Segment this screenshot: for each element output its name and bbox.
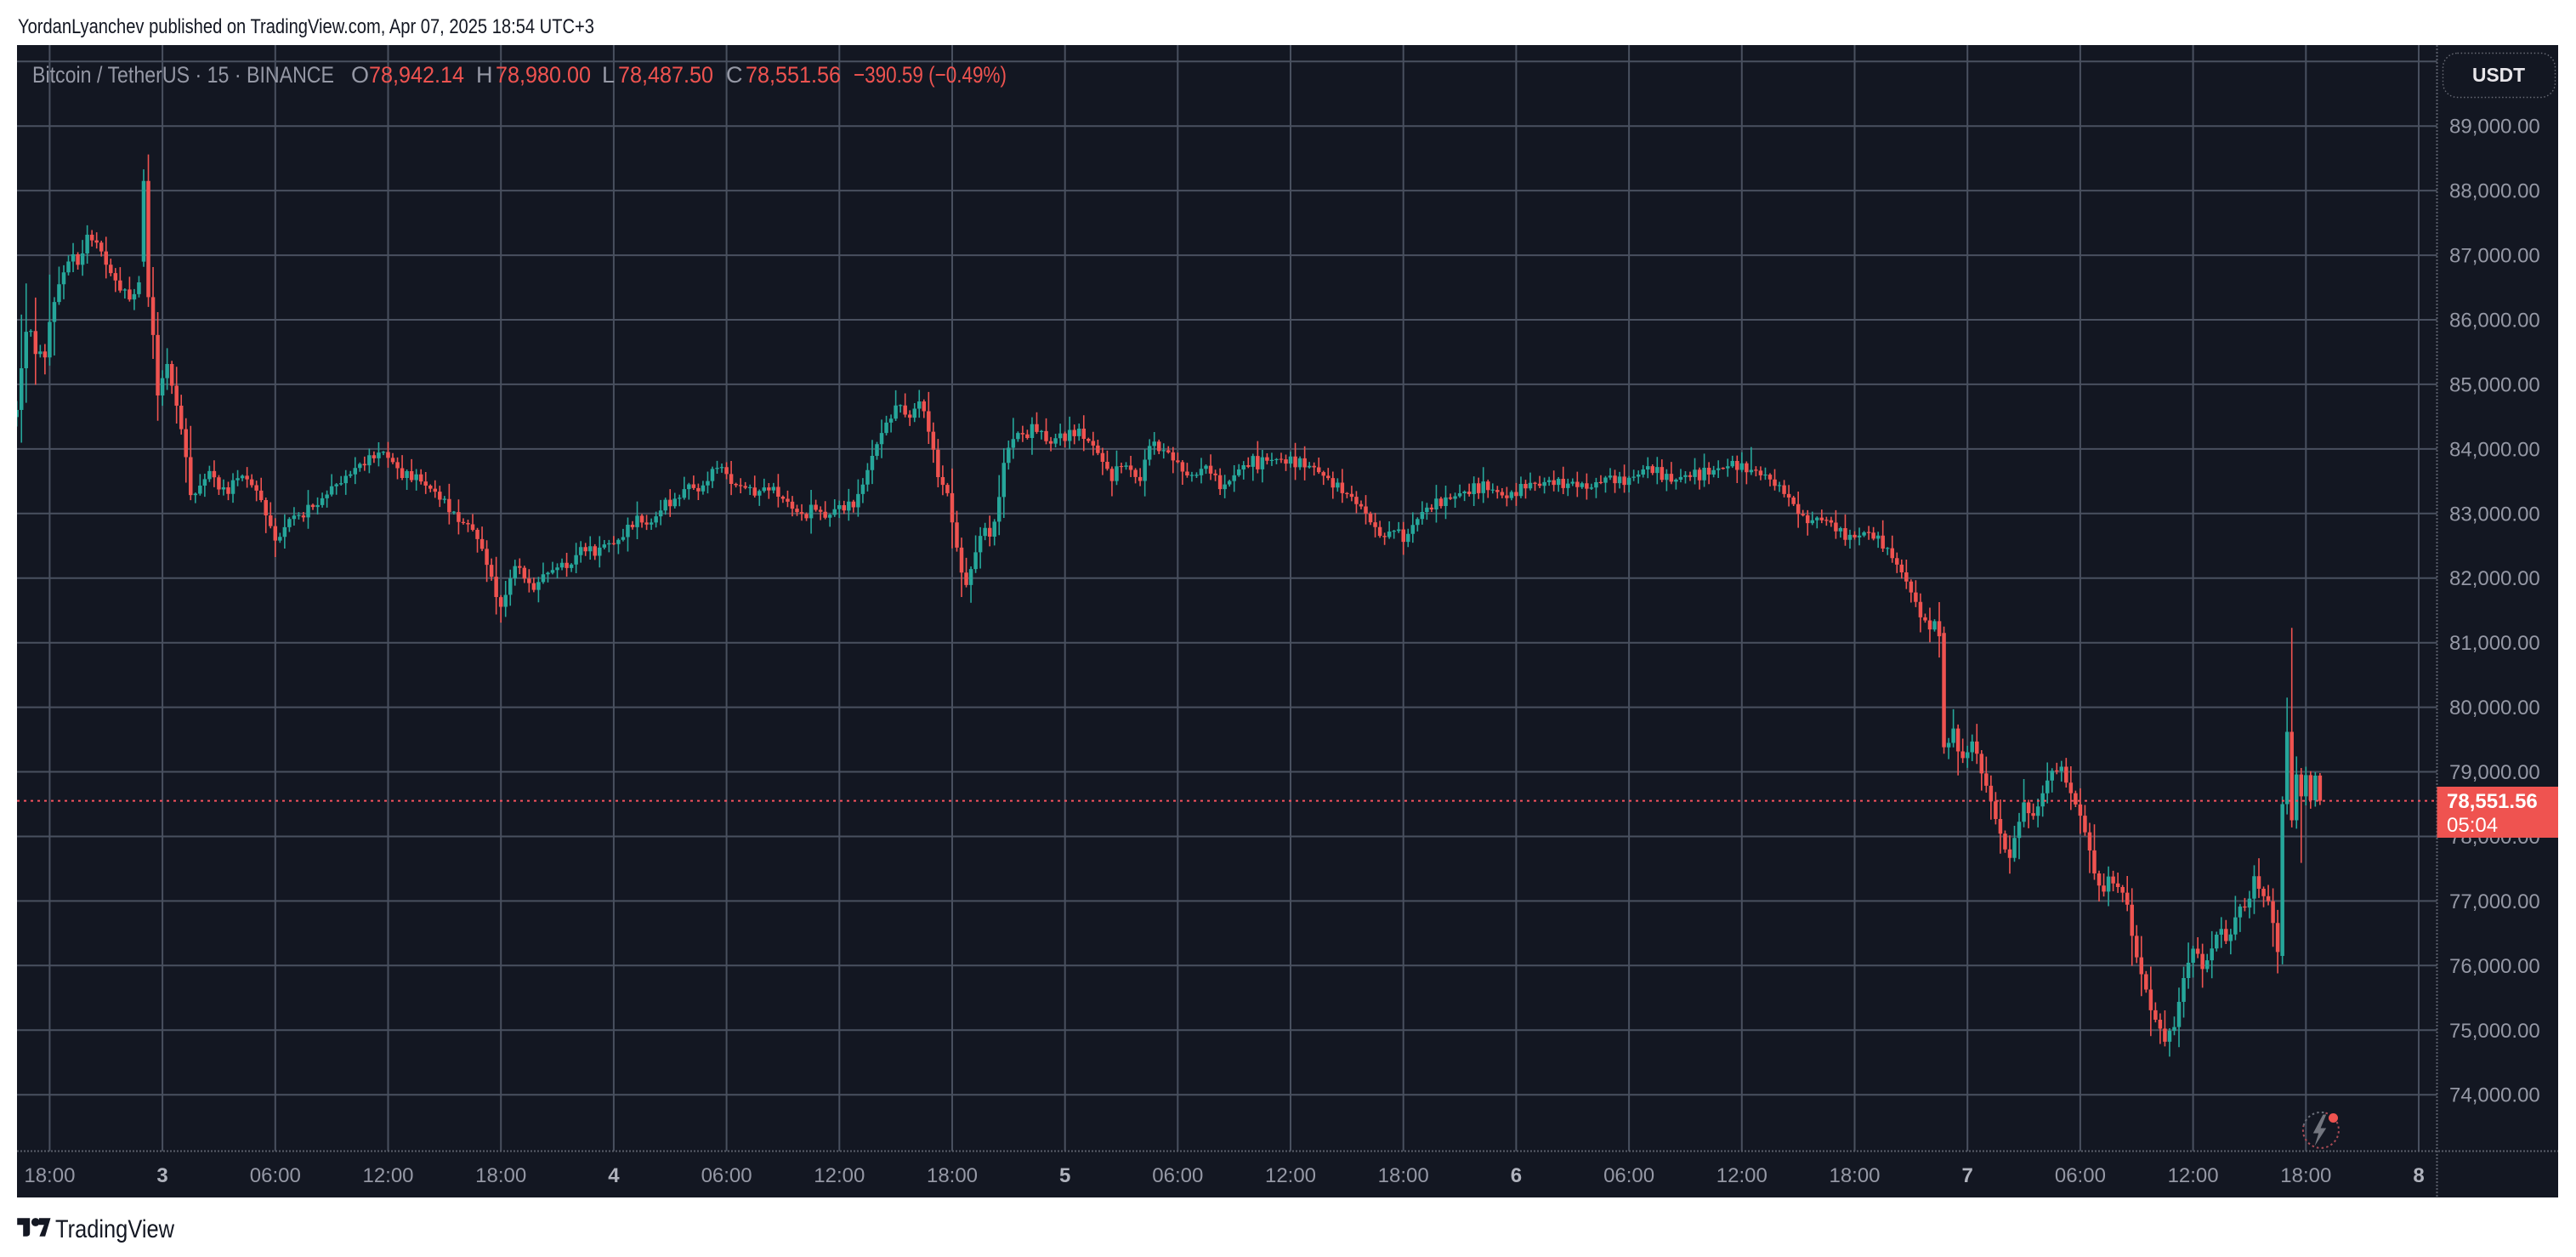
svg-text:12:00: 12:00 (814, 1164, 865, 1187)
svg-text:12:00: 12:00 (1716, 1164, 1767, 1187)
svg-text:81,000.00: 81,000.00 (2449, 632, 2540, 655)
svg-text:5: 5 (1059, 1164, 1070, 1187)
svg-text:USDT: USDT (2472, 64, 2525, 86)
svg-text:18:00: 18:00 (2280, 1164, 2331, 1187)
svg-text:4: 4 (608, 1164, 620, 1187)
svg-text:H: H (476, 62, 493, 88)
svg-text:06:00: 06:00 (1603, 1164, 1654, 1187)
svg-text:88,000.00: 88,000.00 (2449, 180, 2540, 203)
svg-text:C: C (726, 62, 743, 88)
svg-text:83,000.00: 83,000.00 (2449, 503, 2540, 526)
svg-text:YordanLyanchev published on Tr: YordanLyanchev published on TradingView.… (18, 15, 594, 38)
svg-text:6: 6 (1511, 1164, 1522, 1187)
svg-text:78,980.00: 78,980.00 (496, 62, 591, 88)
svg-text:18:00: 18:00 (1829, 1164, 1880, 1187)
svg-text:78,487.50: 78,487.50 (618, 62, 713, 88)
svg-text:12:00: 12:00 (1265, 1164, 1316, 1187)
svg-text:76,000.00: 76,000.00 (2449, 955, 2540, 978)
svg-text:86,000.00: 86,000.00 (2449, 310, 2540, 333)
svg-text:05:04: 05:04 (2447, 814, 2498, 837)
svg-text:7: 7 (1962, 1164, 1973, 1187)
svg-text:3: 3 (156, 1164, 167, 1187)
svg-text:80,000.00: 80,000.00 (2449, 697, 2540, 720)
svg-text:L: L (602, 62, 615, 88)
svg-text:06:00: 06:00 (250, 1164, 301, 1187)
svg-text:77,000.00: 77,000.00 (2449, 890, 2540, 913)
svg-text:06:00: 06:00 (1152, 1164, 1203, 1187)
svg-text:TradingView: TradingView (55, 1215, 174, 1243)
svg-text:12:00: 12:00 (362, 1164, 413, 1187)
svg-text:89,000.00: 89,000.00 (2449, 116, 2540, 139)
svg-text:18:00: 18:00 (24, 1164, 75, 1187)
svg-text:85,000.00: 85,000.00 (2449, 373, 2540, 396)
svg-text:84,000.00: 84,000.00 (2449, 438, 2540, 461)
svg-text:18:00: 18:00 (475, 1164, 526, 1187)
svg-text:78,551.56: 78,551.56 (2447, 790, 2538, 813)
svg-text:78,551.56: 78,551.56 (746, 62, 841, 88)
svg-text:06:00: 06:00 (2055, 1164, 2106, 1187)
svg-text:−390.59 (−0.49%): −390.59 (−0.49%) (854, 62, 1007, 88)
svg-text:18:00: 18:00 (1378, 1164, 1429, 1187)
svg-text:06:00: 06:00 (701, 1164, 752, 1187)
svg-text:12:00: 12:00 (2168, 1164, 2219, 1187)
svg-text:87,000.00: 87,000.00 (2449, 245, 2540, 268)
svg-text:79,000.00: 79,000.00 (2449, 761, 2540, 784)
svg-text:Bitcoin / TetherUS · 15 · BINA: Bitcoin / TetherUS · 15 · BINANCE (32, 62, 334, 88)
svg-text:8: 8 (2413, 1164, 2424, 1187)
svg-text:74,000.00: 74,000.00 (2449, 1084, 2540, 1107)
svg-text:18:00: 18:00 (927, 1164, 978, 1187)
svg-text:78,942.14: 78,942.14 (369, 62, 464, 88)
svg-text:82,000.00: 82,000.00 (2449, 567, 2540, 590)
svg-text:75,000.00: 75,000.00 (2449, 1020, 2540, 1043)
svg-text:O: O (351, 62, 369, 88)
